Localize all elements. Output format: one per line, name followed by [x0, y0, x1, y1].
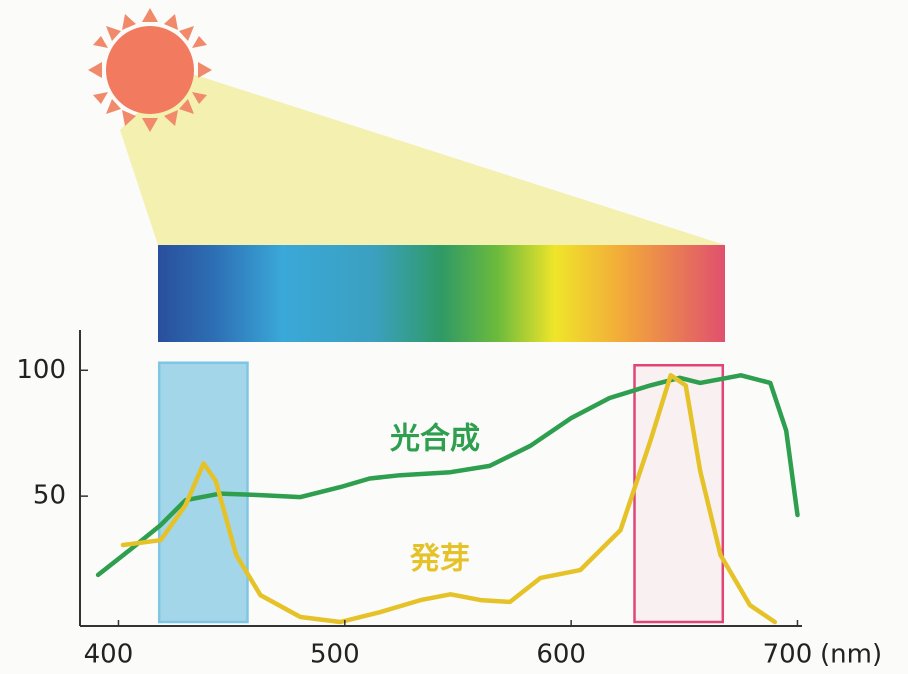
decoration [88, 8, 725, 342]
x-tick-label: 500 [310, 640, 360, 670]
series-label: 光合成 [390, 422, 480, 457]
series-label: 発芽 [409, 542, 470, 577]
series-line [120, 373, 778, 625]
series-line [95, 373, 800, 578]
x-tick-label: 600 [536, 640, 586, 670]
highlight-band [633, 363, 725, 624]
plot-area [95, 361, 800, 625]
y-tick-label: 100 [16, 355, 66, 385]
x-tick-label: 700 [763, 640, 813, 670]
x-axis-label: (nm) [820, 640, 882, 670]
x-tick-label: 400 [84, 640, 134, 670]
spectrum-bar [158, 245, 725, 342]
light-beam [120, 70, 725, 245]
y-tick-label: 50 [33, 481, 66, 511]
sun [88, 8, 212, 132]
